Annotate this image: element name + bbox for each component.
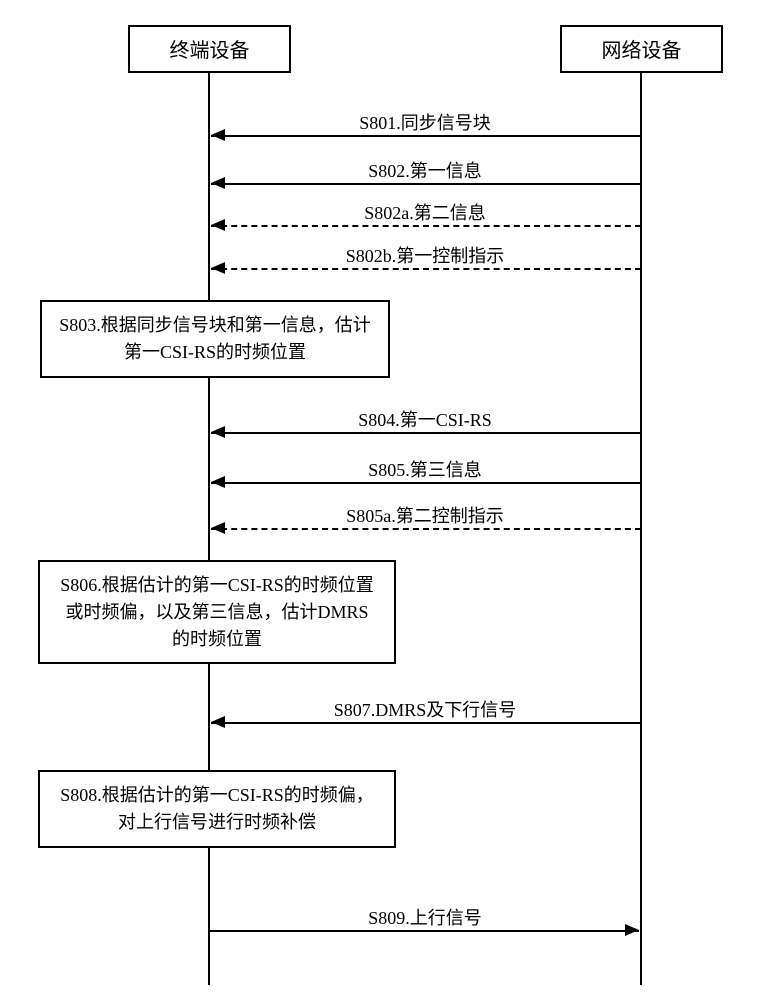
process-box-s806-line-0: S806.根据估计的第一CSI-RS的时频位置 <box>52 572 382 599</box>
msg-line-s805a <box>211 528 641 530</box>
sequence-diagram: 终端设备 网络设备 S801.同步信号块 S802.第一信息 S802a.第二信息 S80… <box>0 0 767 1000</box>
msg-label-s804: S804.第一CSI-RS <box>358 406 492 432</box>
msg-line-s801 <box>211 135 641 137</box>
msg-label-s805: S805.第三信息 <box>368 456 482 482</box>
msg-label-s807: S807.DMRS及下行信号 <box>334 696 517 722</box>
process-box-s806-line-2: 的时频位置 <box>52 626 382 653</box>
process-box-s808-line-1: 对上行信号进行时频补偿 <box>52 809 382 836</box>
process-box-s803: S803.根据同步信号块和第一信息，估计第一CSI-RS的时频位置 <box>40 300 390 378</box>
participant-right-label: 网络设备 <box>602 40 682 62</box>
msg-arrowhead-s807 <box>211 716 225 728</box>
msg-label-s802b: S802b.第一控制指示 <box>346 242 505 268</box>
msg-label-s802a: S802a.第二信息 <box>364 199 486 225</box>
msg-line-s802a <box>211 225 641 227</box>
participant-left: 终端设备 <box>128 25 291 73</box>
msg-line-s807 <box>211 722 641 724</box>
msg-label-s805a: S805a.第二控制指示 <box>346 502 504 528</box>
msg-arrowhead-s809 <box>625 924 639 936</box>
msg-arrowhead-s802 <box>211 177 225 189</box>
process-box-s803-line-0: S803.根据同步信号块和第一信息，估计 <box>54 312 376 339</box>
msg-line-s802 <box>211 183 641 185</box>
participant-left-label: 终端设备 <box>170 40 250 62</box>
participant-right: 网络设备 <box>560 25 723 73</box>
msg-label-s801: S801.同步信号块 <box>359 109 491 135</box>
msg-label-s809: S809.上行信号 <box>368 904 482 930</box>
msg-line-s805 <box>211 482 641 484</box>
msg-arrowhead-s802b <box>211 262 225 274</box>
process-box-s808-line-0: S808.根据估计的第一CSI-RS的时频偏， <box>52 782 382 809</box>
msg-line-s802b <box>211 268 641 270</box>
msg-arrowhead-s802a <box>211 219 225 231</box>
msg-line-s809 <box>209 930 639 932</box>
msg-arrowhead-s801 <box>211 129 225 141</box>
process-box-s806-line-1: 或时频偏，以及第三信息，估计DMRS <box>52 599 382 626</box>
msg-arrowhead-s805 <box>211 476 225 488</box>
msg-arrowhead-s805a <box>211 522 225 534</box>
process-box-s803-line-1: 第一CSI-RS的时频位置 <box>54 339 376 366</box>
msg-line-s804 <box>211 432 641 434</box>
process-box-s808: S808.根据估计的第一CSI-RS的时频偏，对上行信号进行时频补偿 <box>38 770 396 848</box>
msg-label-s802: S802.第一信息 <box>368 157 482 183</box>
lifeline-left <box>208 73 210 985</box>
msg-arrowhead-s804 <box>211 426 225 438</box>
process-box-s806: S806.根据估计的第一CSI-RS的时频位置或时频偏，以及第三信息，估计DMR… <box>38 560 396 664</box>
